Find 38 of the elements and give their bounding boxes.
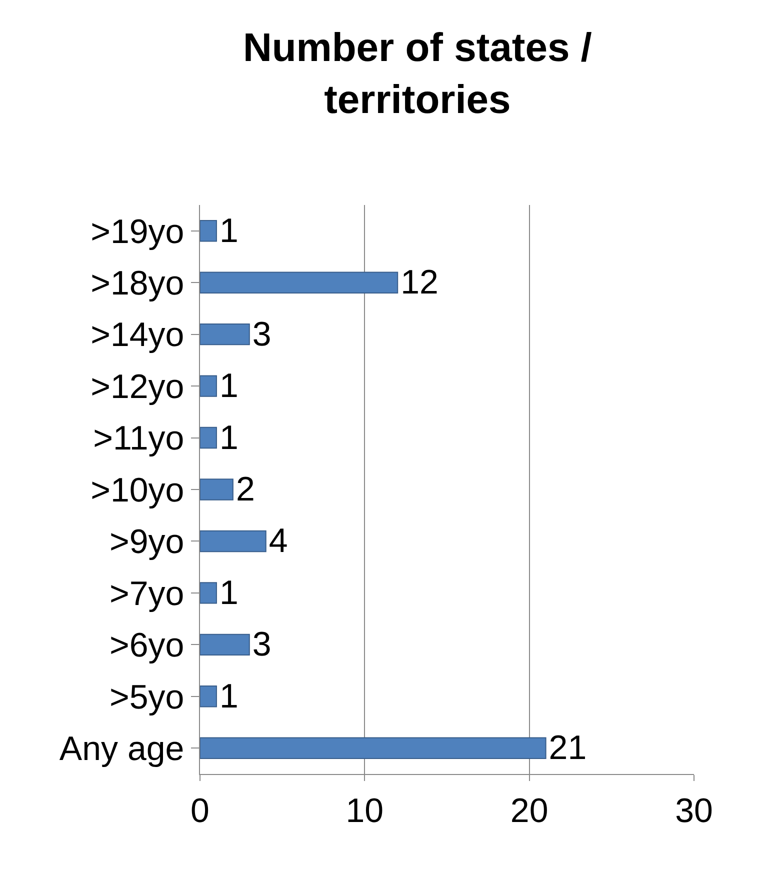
y-tick-label: >5yo — [110, 678, 184, 716]
y-tick-label: >18yo — [90, 264, 184, 302]
bar — [200, 375, 217, 397]
bar — [200, 220, 217, 242]
data-label: 4 — [268, 522, 288, 560]
x-tick-label: 20 — [510, 792, 548, 830]
data-label: 1 — [219, 367, 238, 406]
x-tick-label: 30 — [675, 792, 713, 830]
y-tick-label: >14yo — [90, 316, 184, 354]
y-tick-label: >12yo — [90, 368, 184, 406]
data-label: 12 — [400, 264, 438, 302]
y-tick-label: >19yo — [90, 212, 184, 251]
x-tick-label: 10 — [346, 792, 384, 830]
bar — [200, 686, 217, 708]
data-label: 1 — [219, 574, 238, 612]
y-tick-label: >10yo — [90, 471, 184, 510]
y-tick-label: Any age — [59, 730, 184, 768]
bar — [200, 323, 250, 346]
y-tick-label: >6yo — [110, 626, 184, 665]
bar — [200, 426, 217, 449]
data-label: 3 — [252, 315, 272, 354]
bar — [200, 737, 546, 759]
y-tick-label: >11yo — [93, 420, 184, 458]
bar — [200, 272, 398, 294]
data-label: 1 — [219, 677, 238, 716]
bar — [200, 478, 234, 500]
bar — [200, 582, 217, 604]
data-label: 1 — [219, 212, 238, 250]
x-tick-label: 0 — [190, 792, 210, 830]
data-label: 3 — [252, 626, 272, 664]
y-tick-label: >7yo — [110, 574, 184, 613]
data-label: 1 — [219, 418, 238, 457]
data-label: 21 — [548, 729, 587, 768]
bar — [200, 634, 250, 656]
bar — [200, 530, 266, 552]
chart-title: Number of states / territories — [242, 26, 592, 122]
data-label: 2 — [236, 470, 255, 508]
y-tick-label: >9yo — [110, 523, 184, 562]
